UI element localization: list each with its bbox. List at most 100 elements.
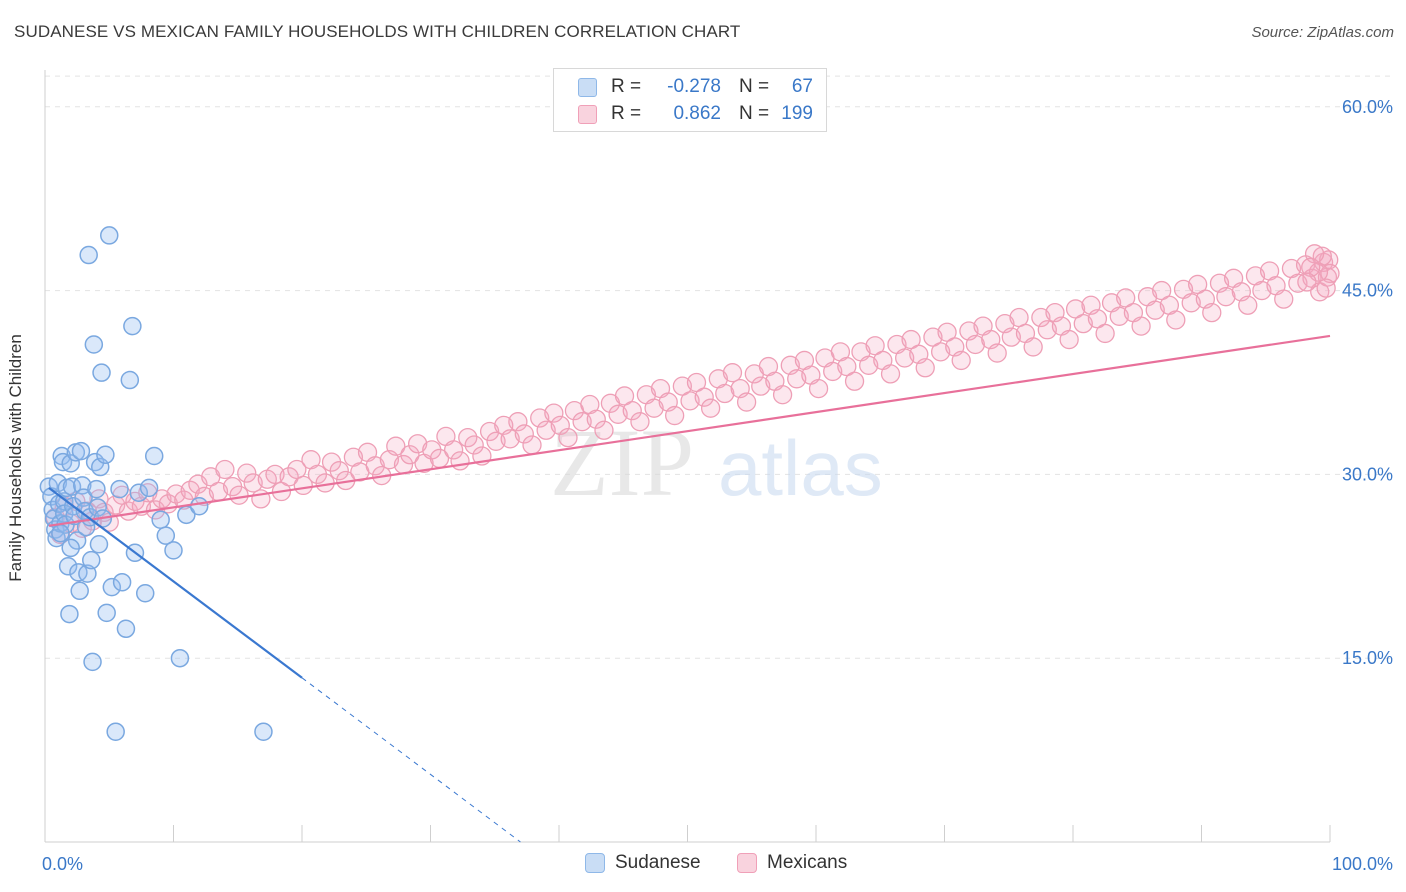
mexicans-point (644, 398, 664, 418)
mexicans-point (558, 427, 578, 448)
mexicans-point (622, 401, 642, 421)
mexicans-point (987, 343, 1007, 363)
mexicans-points (45, 244, 1340, 545)
sudanese-point (144, 446, 164, 466)
mexicans-point (166, 484, 186, 504)
mexicans-point (1109, 306, 1129, 326)
mexicans-point (787, 369, 807, 389)
sudanese-point (92, 363, 111, 382)
legend-n-value: 199 (781, 103, 813, 124)
sudanese-point (67, 531, 87, 550)
x-tick-label: 100.0% (1332, 854, 1393, 874)
sudanese-point (71, 441, 91, 461)
watermark-zip: ZIP (550, 409, 694, 516)
mexicans-point (514, 424, 534, 444)
sudanese-point (88, 498, 107, 517)
mexicans-point (243, 473, 263, 493)
mexicans-point (844, 371, 865, 391)
mexicans-point (407, 434, 428, 454)
watermark-atlas: atlas (718, 424, 883, 512)
y-tick-label: 45.0% (1342, 281, 1393, 301)
mexicans-point (630, 412, 650, 432)
sudanese-point (123, 316, 142, 336)
y-tick-label: 60.0% (1342, 97, 1393, 117)
sudanese-point (129, 483, 149, 503)
mexicans-point (915, 358, 935, 378)
sudanese-point (189, 496, 209, 516)
sudanese-point (164, 541, 183, 560)
series-label-sudanese: Sudanese (615, 852, 701, 873)
mexicans-point (1037, 320, 1057, 340)
legend-swatch-sudanese (578, 77, 597, 97)
mexicans-point (594, 420, 614, 440)
mexicans-point (486, 431, 506, 451)
mexicans-point (450, 451, 470, 471)
mexicans-point (694, 387, 714, 407)
mexicans-point (365, 456, 385, 476)
sudanese-point (70, 581, 89, 601)
mexicans-point (508, 412, 528, 432)
mexicans-point (1216, 287, 1236, 307)
mexicans-point (386, 436, 406, 456)
mexicans-point (229, 485, 249, 505)
legend-r-label: R = (611, 76, 642, 97)
mexicans-point (464, 435, 484, 455)
mexicans-point (1301, 257, 1321, 277)
y-axis-label: Family Households with Children (6, 334, 25, 582)
sudanese-point (87, 479, 106, 499)
mexicans-point (715, 383, 735, 404)
series-legend-sudanese[interactable]: Sudanese (585, 852, 701, 874)
series-legend-mexicans[interactable]: Mexicans (737, 852, 847, 874)
mexicans-point (479, 421, 500, 442)
sudanese-point (96, 445, 115, 465)
mexicans-point (1001, 327, 1021, 347)
mexicans-point (265, 464, 285, 485)
sudanese-trend-extension (301, 677, 521, 843)
mexicans-point (722, 363, 743, 383)
mexicans-point (951, 350, 971, 371)
mexicans-point (180, 480, 200, 500)
sudanese-point (48, 473, 68, 493)
legend-row-sudanese: R = -0.278 N = 67 (578, 75, 813, 99)
sudanese-point (60, 604, 79, 624)
sudanese-point (84, 335, 104, 354)
sudanese-point (76, 517, 96, 537)
sudanese-point (106, 722, 125, 741)
mexicans-point (1238, 295, 1258, 315)
mexicans-point (237, 463, 257, 483)
mexicans-point (572, 412, 592, 432)
sudanese-point (61, 454, 80, 473)
legend-n-value: 67 (791, 76, 813, 97)
series-label-mexicans: Mexicans (767, 852, 848, 873)
sudanese-point (116, 619, 136, 639)
mexicans-point (1202, 302, 1222, 323)
legend-n-label: N = (739, 76, 770, 97)
mexicans-point (1297, 272, 1317, 292)
mexicans-point (1274, 289, 1294, 309)
chart-title: SUDANESE VS MEXICAN FAMILY HOUSEHOLDS WI… (14, 22, 741, 41)
mexicans-point (965, 334, 985, 355)
series-swatch-sudanese (585, 853, 605, 873)
legend-swatch-mexicans (578, 104, 597, 124)
sudanese-point (74, 488, 93, 507)
sudanese-point (82, 550, 101, 570)
axes (44, 70, 1331, 843)
mexicans-point (700, 398, 721, 418)
mexicans-point (1095, 323, 1115, 344)
series-swatch-mexicans (737, 853, 757, 873)
mexicans-point (329, 461, 349, 481)
mexicans-point (586, 409, 606, 429)
mexicans-point (443, 440, 464, 460)
sudanese-point (170, 648, 190, 668)
mexicans-point (1166, 310, 1186, 330)
y-tick-label: 30.0% (1342, 464, 1393, 484)
sudanese-point (112, 572, 132, 592)
mexicans-point (772, 385, 793, 405)
legend-r-label: R = (611, 103, 642, 124)
legend-r-value: 0.862 (673, 103, 721, 124)
trend-lines (48, 334, 1331, 843)
mexicans-point (1316, 278, 1336, 298)
mexicans-point (544, 403, 564, 423)
mexicans-trend-line (48, 334, 1331, 527)
